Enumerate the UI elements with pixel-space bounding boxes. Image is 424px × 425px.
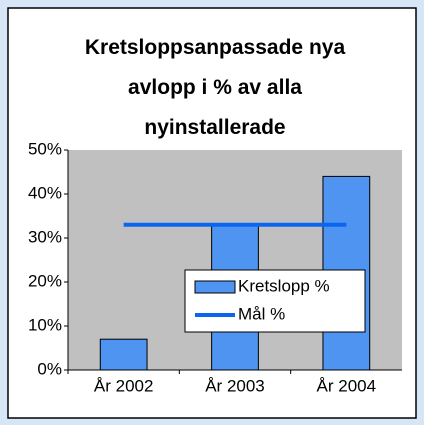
legend-label: Kretslopp % — [238, 276, 330, 295]
x-tick-label: År 2002 — [94, 376, 154, 395]
y-tick-label: 10% — [28, 315, 62, 334]
bar — [99, 338, 148, 371]
y-tick-label: 40% — [28, 183, 62, 202]
chart-title: Kretsloppsanpassade nya avlopp i % av al… — [84, 36, 346, 139]
y-tick-label: 0% — [37, 359, 62, 378]
y-tick-label: 50% — [28, 139, 62, 158]
x-tick-label: År 2003 — [205, 376, 265, 395]
legend-box — [184, 269, 366, 333]
y-tick-label: 20% — [28, 271, 62, 290]
legend-swatch — [194, 280, 236, 294]
x-tick-label: År 2004 — [317, 376, 377, 395]
y-tick-label: 30% — [28, 227, 62, 246]
legend-label: Mål % — [238, 304, 285, 323]
